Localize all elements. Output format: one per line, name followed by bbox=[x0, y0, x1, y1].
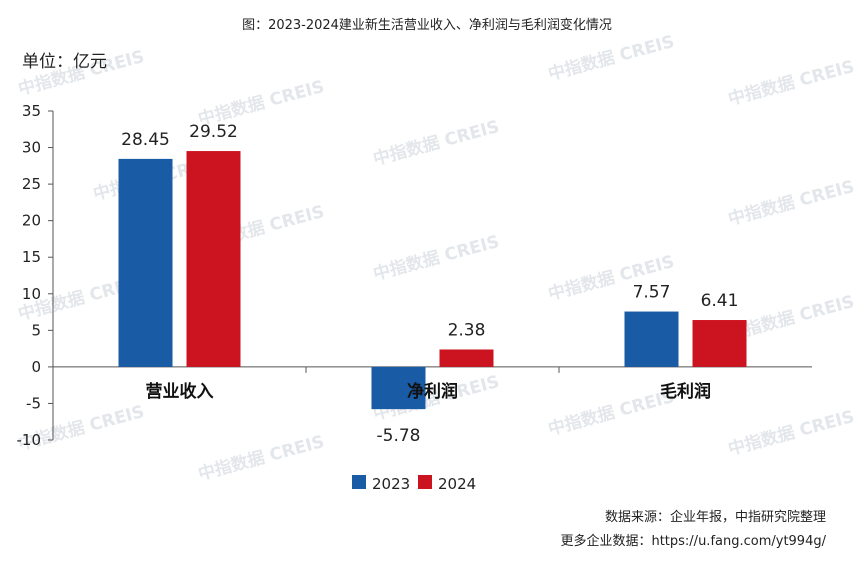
legend-swatch-2024 bbox=[418, 475, 432, 489]
category-label-2: 毛利润 bbox=[660, 381, 711, 402]
axes: 35 30 25 20 15 10 5 0 -5 -10 bbox=[17, 102, 812, 449]
y-tick-label: -5 bbox=[26, 394, 41, 412]
chart-title: 图：2023-2024建业新生活营业收入、净利润与毛利润变化情况 bbox=[242, 17, 612, 33]
y-tick-label: 5 bbox=[31, 321, 41, 339]
y-tick-label: 35 bbox=[22, 102, 41, 120]
y-tick-label: 20 bbox=[22, 212, 41, 230]
category-label-1: 净利润 bbox=[407, 381, 458, 402]
y-tick-label: -10 bbox=[17, 431, 42, 449]
watermark-text: 中指数据 CREIS bbox=[371, 231, 502, 285]
y-tick-label: 10 bbox=[22, 285, 41, 303]
legend-label-2023: 2023 bbox=[372, 475, 410, 493]
y-tick-label: 0 bbox=[31, 358, 41, 376]
watermark-text: 中指数据 CREIS bbox=[371, 116, 502, 170]
bar-2023-0 bbox=[118, 158, 173, 367]
data-label-2024-2: 6.41 bbox=[701, 291, 739, 311]
data-label-2023-2: 7.57 bbox=[633, 283, 671, 303]
labels: 28.45 29.52 营业收入 -5.78 2.38 净利润 7.57 6.41 毛利润 bbox=[121, 122, 738, 446]
bar-2024-0 bbox=[186, 151, 241, 367]
data-label-2024-0: 29.52 bbox=[189, 122, 238, 142]
unit-label: 单位：亿元 bbox=[22, 52, 107, 72]
watermark-text: 中指数据 CREIS bbox=[546, 386, 677, 440]
legend-swatch-2023 bbox=[352, 475, 366, 489]
bar-2024-1 bbox=[439, 349, 494, 367]
watermark-text: 中指数据 CREIS bbox=[726, 56, 855, 110]
watermark-text: 中指数据 CREIS bbox=[546, 31, 677, 85]
data-label-2023-0: 28.45 bbox=[121, 130, 170, 150]
watermark-text: 中指数据 CREIS bbox=[726, 176, 855, 230]
bar-2023-2 bbox=[624, 311, 679, 367]
y-tick-label: 15 bbox=[22, 248, 41, 266]
bar-2023-1 bbox=[371, 366, 426, 410]
category-label-0: 营业收入 bbox=[146, 381, 214, 402]
source-note: 数据来源：企业年报，中指研究院整理 bbox=[605, 509, 826, 525]
source-link: 更多企业数据：https://u.fang.com/yt994g/ bbox=[560, 533, 826, 549]
legend-label-2024: 2024 bbox=[438, 475, 476, 493]
bar-2024-2 bbox=[692, 320, 747, 367]
watermark-text: 中指数据 CREIS bbox=[196, 431, 327, 485]
bars bbox=[118, 151, 747, 410]
y-tick-label: 30 bbox=[22, 139, 41, 157]
y-tick-label: 25 bbox=[22, 175, 41, 193]
watermark-text: 中指数据 CREIS bbox=[726, 406, 855, 460]
data-label-2024-1: 2.38 bbox=[448, 320, 486, 340]
legend: 2023 2024 bbox=[352, 475, 476, 493]
data-label-2023-1: -5.78 bbox=[377, 426, 421, 446]
